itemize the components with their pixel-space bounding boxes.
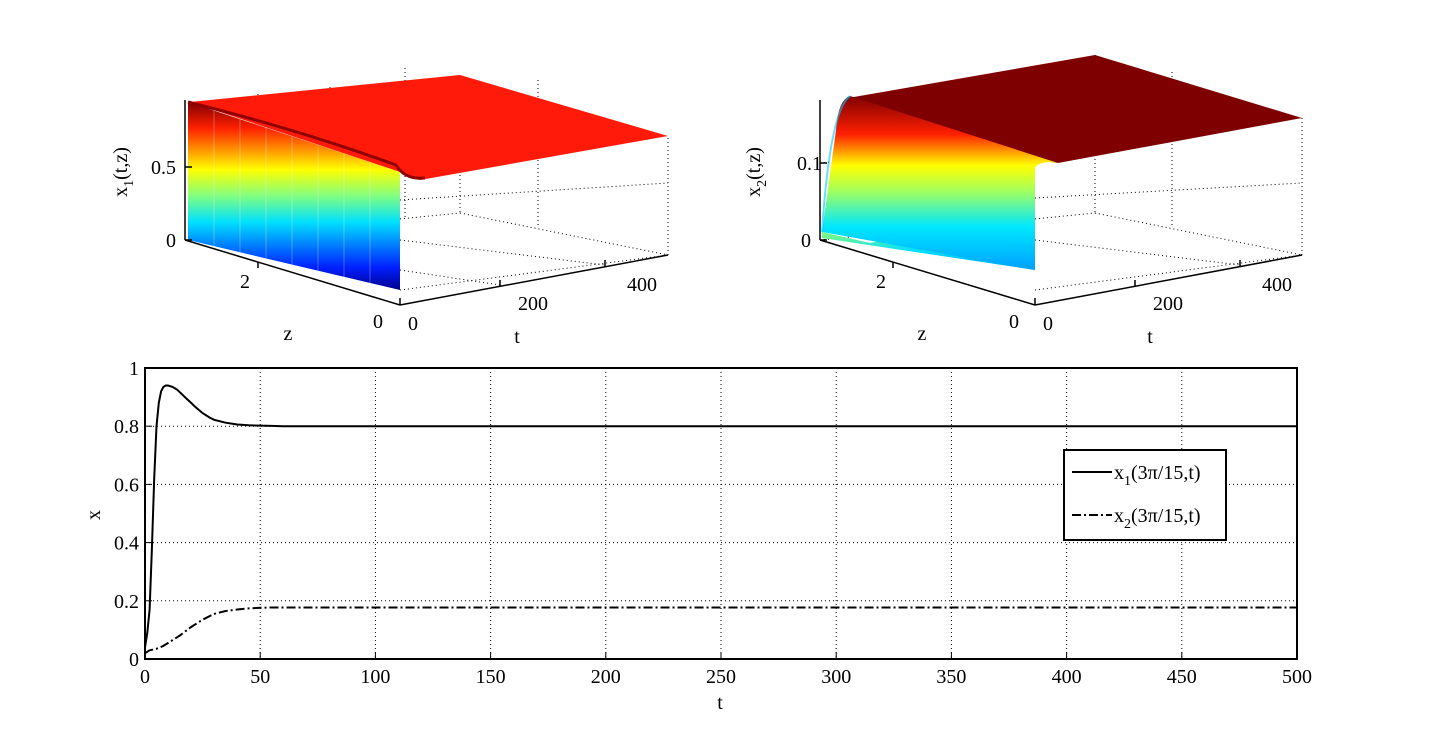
- y-tick-label: 0.8: [114, 416, 139, 438]
- y-tick-label: 1: [129, 358, 139, 380]
- x-tick-label: 50: [250, 666, 270, 688]
- x1-surface-front: [188, 102, 400, 290]
- x2-z-axis-label: z: [918, 323, 927, 345]
- x1-surface-top: [190, 75, 668, 180]
- x2-t-tick-1: 200: [1153, 293, 1183, 315]
- x1-t-tick-0: 0: [408, 313, 418, 335]
- x2-z-tick-0: 0: [1009, 311, 1019, 333]
- line-chart-series: [144, 384, 1297, 655]
- x1-surface-ridge: [187, 100, 426, 180]
- x2-z-axis-line: [819, 239, 1036, 306]
- x2-surface-front: [822, 96, 1058, 270]
- x1-z-tick-1: 2: [240, 271, 250, 293]
- x2-surface-edge: [821, 95, 851, 233]
- x1-z-tick-0: 0: [373, 311, 383, 333]
- x1-value-tick-0: 0: [166, 230, 176, 252]
- x-tick-label: 0: [140, 666, 150, 688]
- x1-value-tick-1: 0.5: [151, 157, 176, 179]
- line-chart-y-label: x: [83, 510, 105, 520]
- x1-surface-panel: 0 0.5 0 2 0 200 400 z t x1(t,z): [110, 68, 669, 348]
- x-tick-label: 300: [821, 666, 851, 688]
- x1-z-axis-label: z: [284, 323, 293, 345]
- line-chart-x-label: t: [717, 692, 723, 714]
- legend-x2-args: (3π/15,t): [1131, 505, 1201, 527]
- legend-x1-main: x: [1114, 462, 1124, 484]
- x2-t-axis-label: t: [1147, 326, 1153, 348]
- legend-x1-sub: 1: [1124, 474, 1131, 489]
- x2-value-axis-label: x2(t,z): [743, 147, 770, 197]
- legend-x1-args: (3π/15,t): [1131, 462, 1201, 484]
- x1-t-axis-line: [399, 254, 669, 306]
- x-tick-label: 250: [706, 666, 736, 688]
- x2-t-tick-0: 0: [1043, 313, 1053, 335]
- x1-t-tick-1: 200: [518, 293, 548, 315]
- x1-t-axis-label: t: [514, 326, 520, 348]
- x-tick-label: 150: [476, 666, 506, 688]
- x1-surface-mesh: [213, 110, 371, 283]
- line-chart-ticks: 0 50 100 150 200 250 300 350 400 450 500 0 0.2 0.4 0.6…: [114, 358, 1312, 688]
- x1-z-axis-line: [184, 239, 401, 306]
- x-tick-label: 350: [936, 666, 966, 688]
- x1-value-axis-label-sub: 1: [122, 180, 137, 187]
- x-tick-label: 500: [1282, 666, 1312, 688]
- x2-surface-top: [848, 55, 1302, 163]
- x2-value-tick-0: 0: [801, 230, 811, 252]
- x2-value-axis-label-sub: 2: [755, 180, 770, 187]
- x1-t-tick-2: 400: [627, 274, 657, 296]
- series-x2-line: [144, 606, 1297, 655]
- x2-t-tick-2: 400: [1262, 274, 1292, 296]
- x2-value-axis-label-args: (t,z): [743, 147, 765, 180]
- y-tick-label: 0.2: [114, 591, 139, 613]
- legend-box: [1063, 449, 1227, 541]
- x2-z-tick-1: 2: [876, 271, 886, 293]
- x2-value-tick-1: 0.1: [797, 153, 822, 175]
- y-tick-label: 0.6: [114, 474, 139, 496]
- series-x1-line: [144, 384, 1297, 648]
- legend-x2-main: x: [1114, 505, 1124, 527]
- legend-x2-label: x2(3π/15,t): [1114, 505, 1201, 532]
- legend: x1(3π/15,t) x2(3π/15,t): [1063, 449, 1227, 541]
- x2-t-axis-line: [1034, 254, 1303, 306]
- y-tick-label: 0.4: [114, 533, 139, 555]
- x1-value-axis-label: x1(t,z): [110, 147, 137, 197]
- legend-x1-label: x1(3π/15,t): [1114, 462, 1201, 489]
- legend-x2-sub: 2: [1124, 517, 1131, 532]
- line-chart-panel: 0 50 100 150 200 250 300 350 400 450 500 0 0.2 0.4 0.6…: [83, 358, 1312, 714]
- x1-value-axis-label-main: x: [110, 187, 132, 197]
- x-tick-label: 100: [360, 666, 390, 688]
- x-tick-label: 450: [1167, 666, 1197, 688]
- x2-surface-panel: 0 0.1 0 2 0 200 400 z t x2(t,z): [743, 55, 1303, 348]
- x2-value-axis-label-main: x: [743, 187, 765, 197]
- x1-value-axis-label-args: (t,z): [110, 147, 132, 180]
- x-tick-label: 200: [591, 666, 621, 688]
- x-tick-label: 400: [1052, 666, 1082, 688]
- y-tick-label: 0: [129, 649, 139, 671]
